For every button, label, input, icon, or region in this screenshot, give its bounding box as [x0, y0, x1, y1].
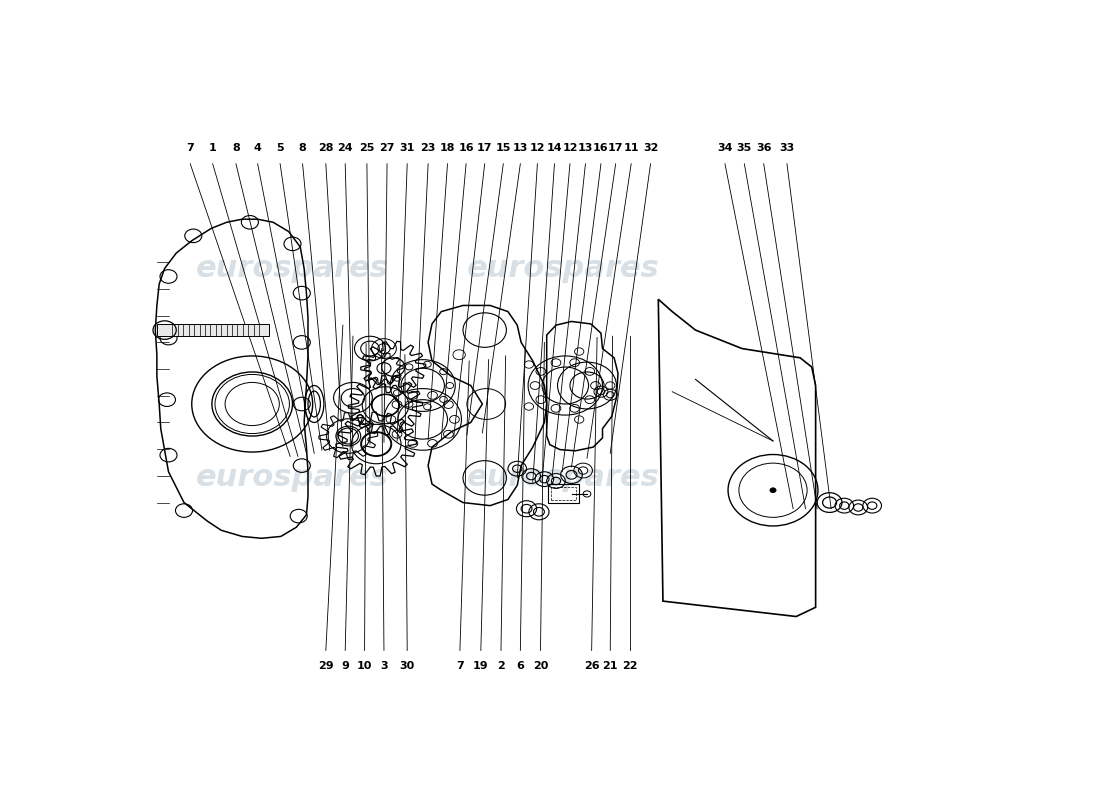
Text: 13: 13 — [513, 143, 528, 154]
Text: 11: 11 — [624, 143, 639, 154]
Text: eurospares: eurospares — [468, 254, 660, 283]
Text: 21: 21 — [603, 661, 618, 670]
Text: 19: 19 — [473, 661, 488, 670]
Text: 12: 12 — [530, 143, 546, 154]
Text: eurospares: eurospares — [196, 463, 389, 493]
Text: 17: 17 — [477, 143, 493, 154]
Text: 16: 16 — [593, 143, 608, 154]
Text: eurospares: eurospares — [468, 463, 660, 493]
Text: 12: 12 — [562, 143, 578, 154]
Bar — [551, 486, 576, 500]
Text: 2: 2 — [497, 661, 505, 670]
Text: eurospares: eurospares — [196, 254, 389, 283]
Circle shape — [770, 488, 777, 493]
Text: 34: 34 — [717, 143, 733, 154]
Text: 7: 7 — [456, 661, 464, 670]
Bar — [548, 484, 580, 502]
Text: 13: 13 — [578, 143, 593, 154]
Text: 29: 29 — [318, 661, 333, 670]
Text: 23: 23 — [420, 143, 436, 154]
Text: 33: 33 — [779, 143, 794, 154]
Text: 36: 36 — [756, 143, 771, 154]
Text: 4: 4 — [254, 143, 262, 154]
Text: 28: 28 — [318, 143, 333, 154]
Text: 22: 22 — [621, 661, 637, 670]
Text: 8: 8 — [232, 143, 240, 154]
Text: 10: 10 — [356, 661, 372, 670]
Text: 31: 31 — [399, 143, 415, 154]
Text: 35: 35 — [737, 143, 752, 154]
Text: 20: 20 — [532, 661, 548, 670]
Text: 32: 32 — [642, 143, 658, 154]
Text: 1: 1 — [209, 143, 217, 154]
Text: 3: 3 — [381, 661, 388, 670]
Text: 7: 7 — [186, 143, 194, 154]
Text: 25: 25 — [360, 143, 375, 154]
Text: 30: 30 — [399, 661, 415, 670]
Bar — [157, 324, 270, 336]
Text: 5: 5 — [276, 143, 284, 154]
Text: 26: 26 — [584, 661, 600, 670]
Text: 27: 27 — [379, 143, 395, 154]
Text: 16: 16 — [459, 143, 474, 154]
Text: 9: 9 — [341, 661, 349, 670]
Text: 24: 24 — [338, 143, 353, 154]
Text: 6: 6 — [516, 661, 525, 670]
Text: 14: 14 — [547, 143, 562, 154]
Text: 15: 15 — [496, 143, 512, 154]
Text: 17: 17 — [608, 143, 624, 154]
Text: 18: 18 — [440, 143, 455, 154]
Text: 8: 8 — [299, 143, 307, 154]
